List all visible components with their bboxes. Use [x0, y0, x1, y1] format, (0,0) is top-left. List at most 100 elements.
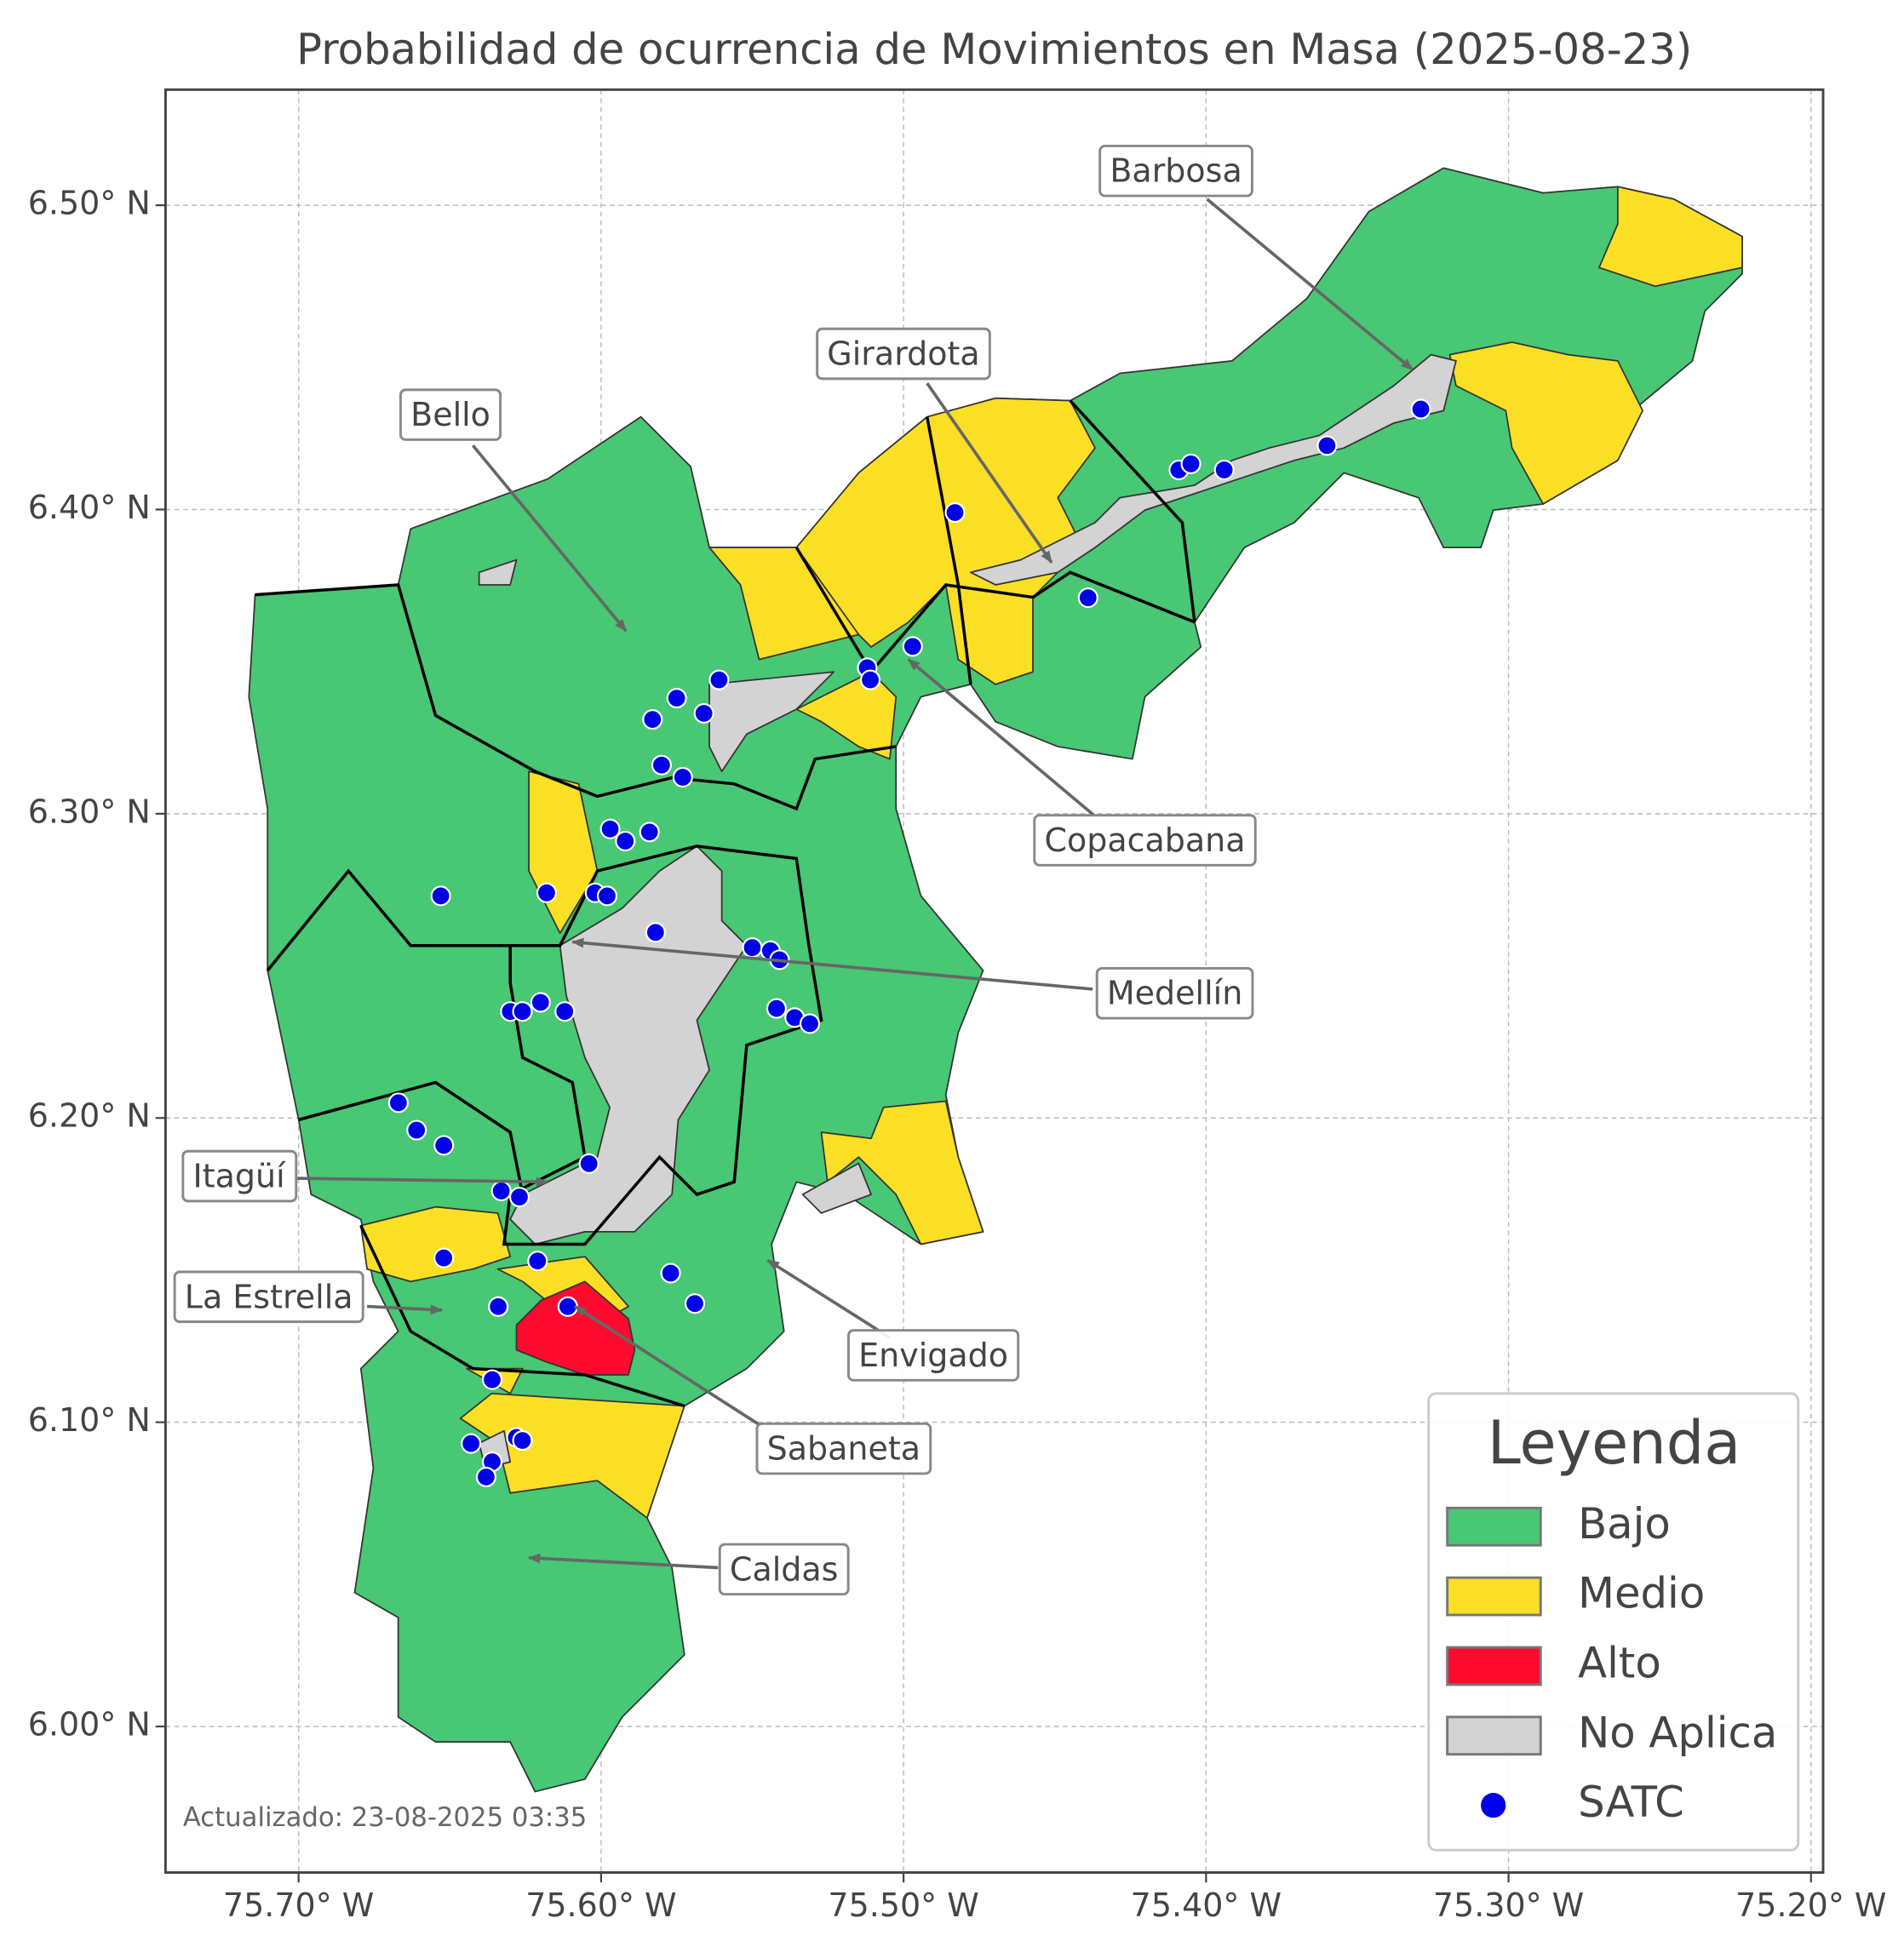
region-medio: [708, 547, 860, 661]
satc-point: [430, 885, 451, 907]
y-tick-label: 6.30° N: [28, 793, 151, 830]
legend-label: No Aplica: [1578, 1708, 1777, 1757]
satc-point: [859, 669, 881, 690]
municipal-border: [255, 583, 897, 811]
legend-label: Bajo: [1578, 1499, 1671, 1549]
municipal-border: [794, 547, 1196, 675]
x-tick-label: 75.60° W: [525, 1887, 676, 1924]
annotation-arrow: [907, 658, 1097, 818]
satc-point: [387, 1092, 409, 1114]
annotation-arrow: [471, 444, 628, 633]
satc-point: [554, 1001, 576, 1022]
region-no-aplica: [509, 845, 748, 1245]
legend: Leyenda Bajo Medio Alto No Aplica SATC: [1427, 1392, 1800, 1852]
satc-point: [1077, 587, 1098, 609]
satc-point: [536, 882, 558, 903]
legend-label: Alto: [1578, 1638, 1661, 1687]
annotation-box: [173, 1270, 364, 1324]
satc-point: [742, 937, 763, 959]
region-medio: [359, 1205, 512, 1283]
annotation-box: [399, 388, 502, 441]
satc-point: [1316, 435, 1338, 456]
annotation-label: Barbosa: [1110, 152, 1242, 190]
municipal-border: [298, 1080, 525, 1195]
legend-marker: [1481, 1793, 1506, 1818]
annotation-label: La Estrella: [185, 1278, 353, 1315]
satc-points: [387, 398, 1431, 1488]
x-tick-label: 75.70° W: [223, 1887, 374, 1924]
satc-point: [578, 1153, 599, 1174]
legend-swatch: [1446, 1646, 1542, 1686]
satc-point: [490, 1180, 512, 1202]
satc-point: [693, 702, 714, 724]
annotation-label: Girardota: [827, 335, 979, 373]
region-no-aplica: [478, 558, 518, 586]
annotation-arrow: [367, 1304, 444, 1315]
satc-point: [596, 885, 618, 907]
satc-point: [557, 1296, 578, 1317]
satc-point: [530, 992, 551, 1013]
annotations: Barbosa Girardota Bello Copacabana Medellín I…: [173, 144, 1414, 1596]
region-alto: [515, 1280, 636, 1376]
satc-point: [461, 1433, 482, 1454]
region-medio: [1598, 186, 1743, 288]
satc-point: [799, 1013, 821, 1034]
region-no-aplica: [970, 353, 1457, 586]
legend-swatch: [1446, 1715, 1542, 1756]
annotation-box: [1098, 144, 1253, 198]
satc-point: [527, 1251, 548, 1272]
x-tick-label: 75.50° W: [828, 1887, 978, 1924]
annotation-arrow: [571, 937, 1093, 991]
annotation-box: [755, 1422, 932, 1475]
y-tick-label: 6.50° N: [28, 185, 151, 222]
y-tick-label: 6.00° N: [28, 1706, 151, 1743]
y-tick-label: 6.20° N: [28, 1097, 151, 1135]
regions: [248, 167, 1743, 1793]
satc-point: [1180, 453, 1201, 474]
update-note: Actualizado: 23-08-2025 03:35: [183, 1803, 587, 1833]
municipal-border: [502, 845, 823, 1246]
annotation-label: Itagüí: [193, 1158, 287, 1195]
annotation-box: [181, 1149, 298, 1203]
satc-point: [1213, 459, 1235, 481]
annotation-box: [718, 1543, 850, 1596]
annotation-arrow: [766, 1258, 891, 1339]
municipal-border: [359, 1224, 685, 1408]
satc-point: [684, 1293, 706, 1314]
annotation-box: [816, 327, 991, 381]
region-medio: [820, 1100, 984, 1245]
satc-point: [406, 1119, 427, 1141]
satc-point: [651, 754, 672, 776]
legend-label: Medio: [1578, 1569, 1705, 1618]
annotation-label: Medellín: [1107, 975, 1242, 1012]
y-tick-label: 6.40° N: [28, 489, 151, 526]
satc-point: [639, 822, 660, 843]
x-tick-label: 75.40° W: [1131, 1887, 1282, 1924]
satc-point: [642, 709, 663, 730]
x-tick-label: 75.30° W: [1433, 1887, 1584, 1924]
annotation-arrow: [926, 382, 1053, 564]
satc-point: [488, 1296, 509, 1317]
annotation-box: [846, 1329, 1020, 1382]
satc-point: [508, 1187, 530, 1208]
municipal-border: [1069, 399, 1196, 623]
annotation-box: [1095, 966, 1254, 1020]
satc-point: [708, 669, 730, 690]
satc-point: [512, 1001, 533, 1022]
annotation-label: Bello: [410, 396, 490, 433]
annotation-arrow: [295, 1177, 549, 1188]
region-no-aplica: [801, 1162, 872, 1214]
satc-point: [512, 1430, 533, 1451]
y-tick-label: 6.10° N: [28, 1401, 151, 1439]
satc-point: [599, 818, 621, 839]
annotation-box: [1033, 814, 1257, 867]
annotation-label: Envigado: [858, 1337, 1008, 1374]
satc-point: [766, 998, 787, 1019]
satc-point: [433, 1135, 455, 1156]
annotation-label: Copacabana: [1044, 822, 1245, 859]
satc-point: [902, 636, 923, 657]
satc-point: [615, 830, 636, 852]
annotation-arrow: [1206, 198, 1414, 371]
map-title: Probabilidad de ocurrencia de Movimiento…: [296, 25, 1692, 74]
